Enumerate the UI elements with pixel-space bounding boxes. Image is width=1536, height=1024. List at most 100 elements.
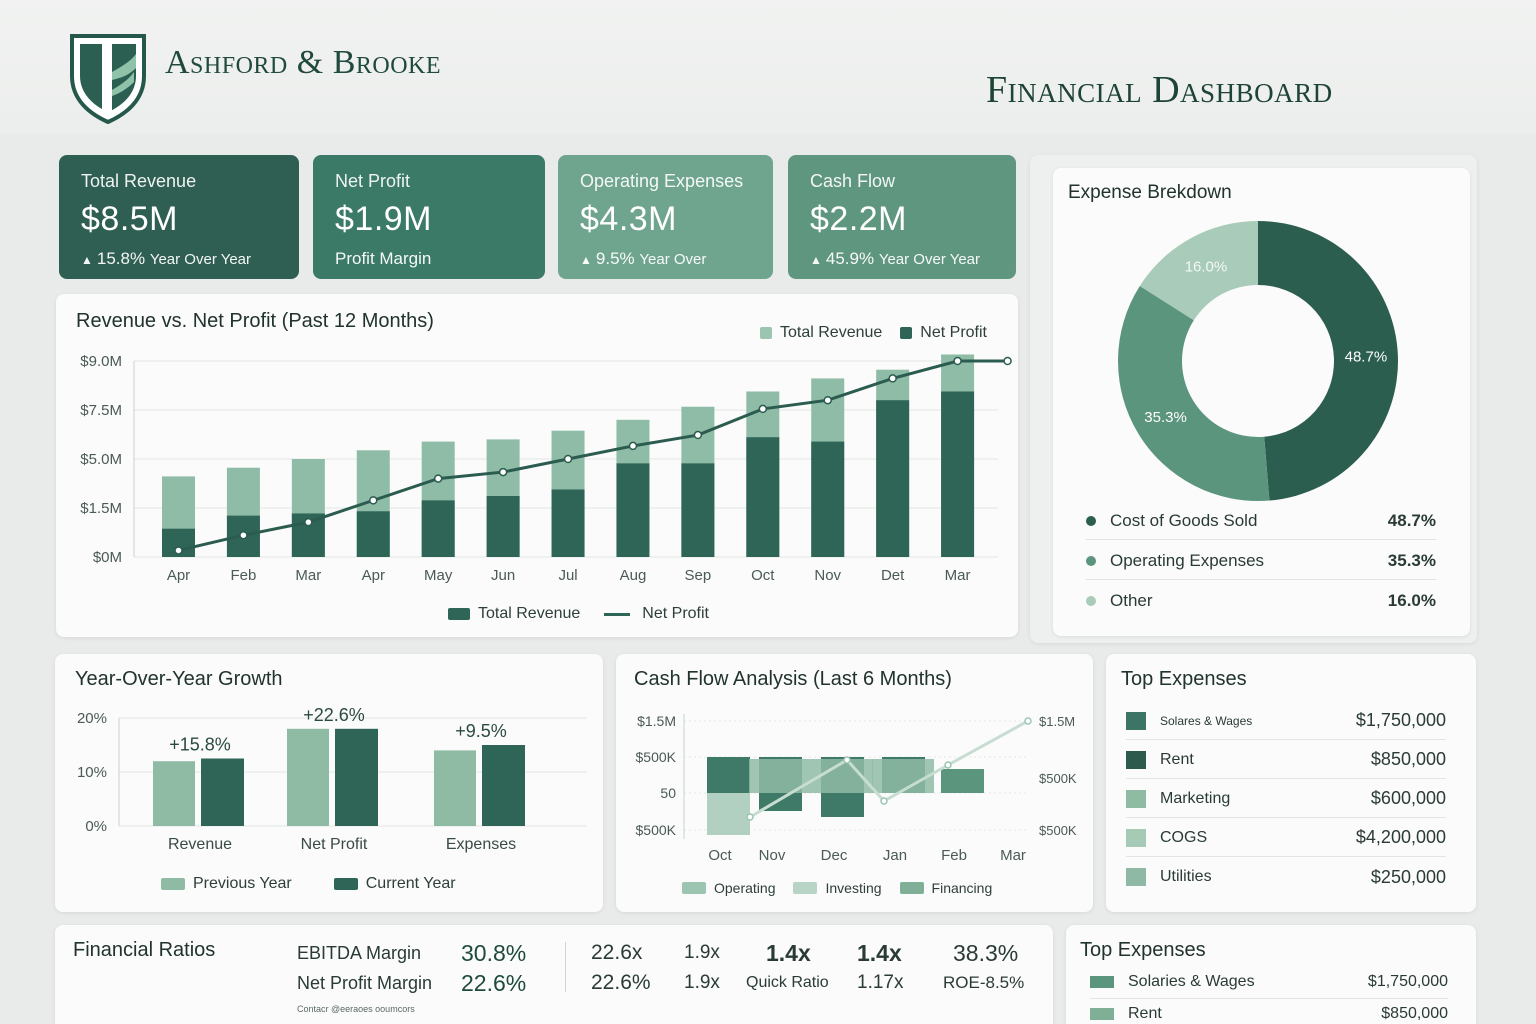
expense-label: Cost of Goods Sold — [1110, 510, 1258, 530]
ratio-label: Net Profit Margin — [297, 973, 433, 993]
net-cash-point — [880, 797, 888, 805]
x-tick-label: Mar — [945, 567, 971, 584]
top-expenses-panel-secondary: Top Expenses — [1066, 925, 1476, 1024]
x-tick-label: Det — [881, 567, 905, 584]
net-profit-point — [369, 496, 378, 505]
x-tick-label: Net Profit — [301, 836, 368, 853]
y-tick-label: $5.0M — [80, 451, 122, 468]
x-tick-label: Apr — [167, 567, 190, 584]
kpi-value: $1.9M — [335, 200, 432, 238]
up-arrow-icon: ▲ — [81, 253, 93, 267]
right-tick-label: $500K — [1039, 771, 1077, 786]
legend-dot — [1086, 515, 1096, 526]
expense-value: 35.3% — [1387, 550, 1436, 570]
growth-annotation: +15.8% — [169, 735, 231, 755]
bar-previous-year — [434, 750, 476, 826]
expense-label: Solaries & Wages — [1128, 972, 1255, 990]
color-swatch — [1126, 828, 1146, 847]
ratio-label: Quick Ratio — [746, 974, 829, 991]
net-profit-point — [628, 441, 638, 451]
kpi-card-net-profit[interactable]: Net Profit $1.9M Profit Margin — [313, 155, 545, 279]
bar-net-profit — [746, 437, 780, 557]
y-tick-label: $9.0M — [80, 353, 122, 370]
top-expenses-panel: Top Expenses — [1106, 654, 1476, 912]
dashboard-title: Financial Dashboard — [986, 69, 1333, 111]
top-expense-row: Solaries & Wages $1,750,000 — [1090, 965, 1448, 999]
kpi-card-cash-flow[interactable]: Cash Flow $2.2M ▲ 45.9% Year Over Year — [788, 155, 1016, 279]
legend-dot — [1086, 555, 1096, 566]
bar-net-profit — [356, 511, 390, 557]
divider — [565, 942, 566, 992]
bar-net-profit — [616, 463, 650, 557]
kpi-sub: ▲ 15.8% Year Over Year — [81, 249, 277, 269]
top-expense-row: Rent $850,000 — [1126, 741, 1446, 779]
x-tick-label: Jan — [883, 847, 907, 864]
kpi-value: $2.2M — [810, 200, 907, 238]
ratio-value: 22.6% — [461, 970, 527, 996]
kpi-change: 15.8% — [96, 249, 146, 268]
expense-row-operating: Operating Expenses 35.3% — [1086, 542, 1436, 580]
legend-dot — [1086, 596, 1096, 606]
ratio-value: 38.3% — [953, 940, 1019, 966]
kpi-change-suffix: Year Over — [639, 251, 707, 268]
top-expense-row: Solares & Wages $1,750,000 — [1126, 702, 1446, 740]
kpi-sub: Profit Margin — [335, 249, 432, 268]
bar-net-profit — [486, 496, 520, 557]
expense-value: 48.7% — [1387, 510, 1436, 530]
legend-swatch — [161, 878, 185, 890]
bar-net-profit — [681, 463, 715, 557]
color-swatch — [1126, 868, 1146, 886]
bar-net-profit — [551, 489, 585, 557]
legend-swatch — [900, 327, 913, 339]
expense-value: $1,750,000 — [1367, 972, 1448, 990]
bar-operating — [707, 757, 750, 793]
shield-logo-icon — [70, 34, 146, 124]
bar-net-profit — [811, 441, 845, 557]
expense-donut-chart: 48.7% 35.3% 16.0% — [1118, 221, 1399, 501]
kpi-card-operating-expenses[interactable]: Operating Expenses $4.3M ▲ 9.5% Year Over — [558, 155, 773, 279]
kpi-label: Total Revenue — [81, 171, 197, 191]
x-tick-label: May — [424, 567, 453, 584]
net-profit-point — [693, 430, 703, 440]
panel-subtitle: (Last 6 Months) — [812, 668, 952, 690]
net-profit-point — [304, 517, 313, 527]
color-swatch — [1090, 975, 1114, 988]
top-expense-row: COGS $4,200,000 — [1126, 819, 1446, 857]
expense-value: $4,200,000 — [1355, 827, 1446, 847]
net-cash-point — [944, 761, 952, 769]
panel-title: Top Expenses — [1121, 668, 1247, 690]
y-tick-label: $1.5M — [637, 713, 676, 729]
legend-label: Net Profit — [642, 605, 709, 622]
legend-swatch — [448, 608, 470, 620]
panel-title: Year-Over-Year Growth — [75, 668, 283, 690]
x-tick-label: Expenses — [446, 836, 516, 853]
net-cash-point — [746, 813, 754, 821]
x-tick-label: Dec — [821, 847, 848, 864]
ratio-value: 30.8% — [461, 940, 527, 966]
expense-label: COGS — [1160, 828, 1208, 846]
kpi-sub: ▲ 45.9% Year Over Year — [810, 249, 994, 269]
ratio-value: 1.4x — [766, 940, 811, 966]
expense-breakdown-panel: Expense Brekdown 48.7% 35.3% 16.0% — [1053, 168, 1470, 636]
x-tick-label: Feb — [941, 847, 967, 864]
ratio-label: EBITDA Margin — [297, 943, 422, 963]
bar-investing — [707, 793, 750, 835]
kpi-change-suffix: Year Over Year — [149, 251, 252, 268]
legend-line-swatch — [604, 612, 631, 616]
brand-name: Ashford & Brooke — [165, 44, 442, 81]
expense-label: Rent — [1128, 1005, 1162, 1022]
color-swatch — [1126, 711, 1146, 730]
color-swatch — [1126, 750, 1146, 769]
kpi-card-total-revenue[interactable]: Total Revenue $8.5M ▲ 15.8% Year Over Yea… — [59, 155, 299, 279]
x-tick-label: Nov — [759, 847, 786, 864]
legend-label: Previous Year — [193, 875, 292, 892]
donut-slice — [1118, 285, 1270, 501]
expense-label: Marketing — [1160, 789, 1231, 807]
panel-title: Expense Brekdown — [1068, 182, 1232, 203]
x-tick-label: Apr — [362, 567, 385, 584]
net-cash-point — [1024, 717, 1032, 725]
ratio-value: 1.17x — [857, 972, 904, 993]
cashflow-panel: Cash Flow Analysis (Last 6 Months) $500K… — [616, 654, 1093, 912]
top-expense-row: Utilities $250,000 — [1126, 858, 1446, 896]
bar-investing — [821, 793, 864, 817]
